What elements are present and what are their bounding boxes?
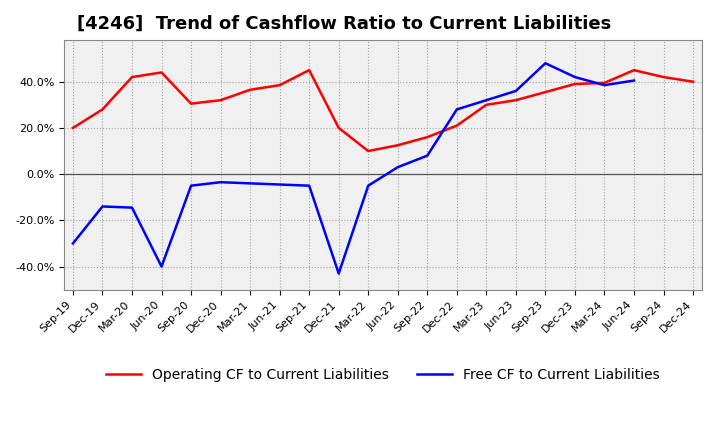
Line: Operating CF to Current Liabilities: Operating CF to Current Liabilities — [73, 70, 693, 151]
Operating CF to Current Liabilities — [541, 89, 550, 95]
Operating CF to Current Liabilities — [482, 102, 490, 107]
Operating CF to Current Liabilities — [98, 107, 107, 112]
Operating CF to Current Liabilities — [127, 74, 136, 80]
Free CF to Current Liabilities — [186, 183, 195, 188]
Free CF to Current Liabilities — [68, 241, 77, 246]
Operating CF to Current Liabilities — [600, 80, 609, 85]
Free CF to Current Liabilities — [393, 165, 402, 170]
Free CF to Current Liabilities — [98, 204, 107, 209]
Free CF to Current Liabilities — [364, 183, 372, 188]
Free CF to Current Liabilities — [452, 107, 461, 112]
Operating CF to Current Liabilities — [571, 81, 580, 87]
Free CF to Current Liabilities — [127, 205, 136, 210]
Free CF to Current Liabilities — [630, 78, 639, 83]
Operating CF to Current Liabilities — [246, 87, 254, 92]
Operating CF to Current Liabilities — [334, 125, 343, 131]
Free CF to Current Liabilities — [305, 183, 313, 188]
Operating CF to Current Liabilities — [157, 70, 166, 75]
Legend: Operating CF to Current Liabilities, Free CF to Current Liabilities: Operating CF to Current Liabilities, Fre… — [101, 363, 665, 388]
Line: Free CF to Current Liabilities: Free CF to Current Liabilities — [73, 63, 634, 274]
Operating CF to Current Liabilities — [452, 123, 461, 128]
Operating CF to Current Liabilities — [393, 143, 402, 148]
Free CF to Current Liabilities — [275, 182, 284, 187]
Free CF to Current Liabilities — [216, 180, 225, 185]
Free CF to Current Liabilities — [482, 98, 490, 103]
Free CF to Current Liabilities — [512, 88, 521, 94]
Operating CF to Current Liabilities — [216, 98, 225, 103]
Operating CF to Current Liabilities — [423, 135, 431, 140]
Operating CF to Current Liabilities — [68, 125, 77, 131]
Free CF to Current Liabilities — [246, 181, 254, 186]
Operating CF to Current Liabilities — [512, 98, 521, 103]
Operating CF to Current Liabilities — [186, 101, 195, 106]
Free CF to Current Liabilities — [157, 264, 166, 269]
Text: [4246]  Trend of Cashflow Ratio to Current Liabilities: [4246] Trend of Cashflow Ratio to Curren… — [77, 15, 611, 33]
Free CF to Current Liabilities — [541, 61, 550, 66]
Free CF to Current Liabilities — [600, 83, 609, 88]
Operating CF to Current Liabilities — [305, 67, 313, 73]
Free CF to Current Liabilities — [334, 271, 343, 276]
Operating CF to Current Liabilities — [364, 148, 372, 154]
Operating CF to Current Liabilities — [630, 67, 639, 73]
Operating CF to Current Liabilities — [275, 83, 284, 88]
Free CF to Current Liabilities — [571, 74, 580, 80]
Operating CF to Current Liabilities — [660, 74, 668, 80]
Operating CF to Current Liabilities — [689, 79, 698, 84]
Free CF to Current Liabilities — [423, 153, 431, 158]
